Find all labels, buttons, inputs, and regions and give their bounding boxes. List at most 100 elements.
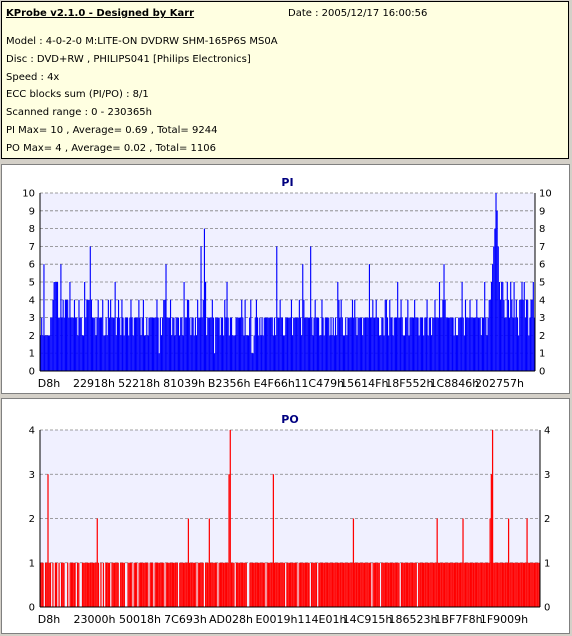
po-bar xyxy=(521,562,523,607)
pi-bar xyxy=(442,299,444,371)
po-bar xyxy=(356,562,358,607)
pi-bar xyxy=(87,299,89,371)
po-bar xyxy=(378,562,380,607)
po-bar xyxy=(393,562,395,607)
pi-bar xyxy=(516,317,519,371)
po-bar xyxy=(225,562,228,607)
pi-bar xyxy=(527,299,529,371)
po-bar xyxy=(287,562,289,607)
pi-bar xyxy=(407,299,409,371)
po-bar xyxy=(507,518,510,607)
po-bar xyxy=(435,562,437,607)
po-bar xyxy=(320,562,323,607)
po-bar xyxy=(453,562,456,607)
po-bar xyxy=(394,562,396,607)
pi-bar xyxy=(355,317,357,371)
po-bar xyxy=(161,562,164,607)
pi-bar xyxy=(381,317,383,371)
pi-bar xyxy=(494,228,496,371)
po-bar xyxy=(390,562,393,607)
pi-bar xyxy=(215,317,217,371)
po-bar xyxy=(160,562,162,607)
po-bar xyxy=(514,562,516,607)
pi-bar xyxy=(386,317,389,371)
po-bar xyxy=(281,562,283,607)
po-bar xyxy=(339,562,341,607)
pi-bar xyxy=(310,246,312,371)
po-bar xyxy=(229,430,231,607)
po-bar xyxy=(491,430,494,607)
pi-bar xyxy=(287,317,289,371)
pi-bar xyxy=(484,282,486,371)
po-bar xyxy=(472,562,474,607)
po-bar xyxy=(72,562,74,607)
pi-bar xyxy=(223,335,225,371)
pi-bar xyxy=(293,317,295,371)
pi-bar xyxy=(123,335,125,371)
pi-bar xyxy=(417,317,419,371)
pi-bar xyxy=(467,317,469,371)
pi-bar xyxy=(419,317,421,371)
po-bar xyxy=(273,562,276,607)
po-bar xyxy=(384,562,387,607)
pi-bar xyxy=(395,317,398,371)
pi-bar xyxy=(452,317,454,371)
pi-bar xyxy=(76,317,78,371)
pi-bar xyxy=(339,317,341,371)
pi-bar xyxy=(79,317,81,371)
pi-bar xyxy=(42,335,44,371)
po-ytick-label-left: 0 xyxy=(29,603,35,614)
po-bar xyxy=(381,562,383,607)
pi-bar xyxy=(530,299,532,371)
po-bar xyxy=(439,562,441,607)
pi-ytick-label-left: 5 xyxy=(29,278,35,289)
pi-bar xyxy=(147,335,149,371)
pi-bar xyxy=(184,317,186,371)
pi-bar xyxy=(67,299,69,371)
pi-bar xyxy=(461,282,463,371)
pi-bar xyxy=(71,317,73,371)
po-xtick-label: 186523h xyxy=(389,613,438,626)
po-bar xyxy=(382,562,384,607)
po-bar xyxy=(100,562,102,607)
pi-bar xyxy=(247,335,250,371)
pi-bar xyxy=(421,317,424,371)
pi-bar xyxy=(119,317,121,371)
pi-bar xyxy=(189,317,191,371)
pi-ytick-label-right: 10 xyxy=(539,189,552,200)
po-bar xyxy=(421,562,423,607)
pi-xtick-label: 52218h xyxy=(118,377,160,390)
pi-bar xyxy=(388,335,390,371)
po-bar xyxy=(477,562,479,607)
pi-bar xyxy=(73,299,76,371)
pi-bar xyxy=(212,317,215,371)
po-bar xyxy=(298,562,300,607)
pi-bar xyxy=(401,317,403,371)
po-bar xyxy=(223,562,225,607)
pi-bar xyxy=(312,335,314,371)
po-bar xyxy=(282,562,284,607)
pi-bar xyxy=(249,317,251,371)
pi-bar xyxy=(228,335,230,371)
po-bar xyxy=(286,562,288,607)
po-bar xyxy=(372,562,374,607)
pi-bar xyxy=(202,299,204,371)
pi-ytick-label-right: 8 xyxy=(539,224,545,235)
po-bar xyxy=(441,562,443,607)
pi-bar xyxy=(444,299,446,371)
po-bar xyxy=(410,562,412,607)
pi-bar xyxy=(383,335,385,371)
pi-bar xyxy=(128,335,130,371)
pi-bar xyxy=(336,335,338,371)
app-title: KProbe v2.1.0 - Designed by Karr xyxy=(6,8,195,19)
pi-bar xyxy=(50,317,52,371)
po-bar xyxy=(163,562,165,607)
po-bar xyxy=(457,562,459,607)
po-bar xyxy=(270,562,272,607)
po-bar xyxy=(158,562,160,607)
pi-bar xyxy=(65,299,68,371)
pi-bar xyxy=(423,335,425,371)
pi-bar xyxy=(366,317,368,371)
po-bar xyxy=(404,562,406,607)
pi-bar xyxy=(529,317,531,371)
